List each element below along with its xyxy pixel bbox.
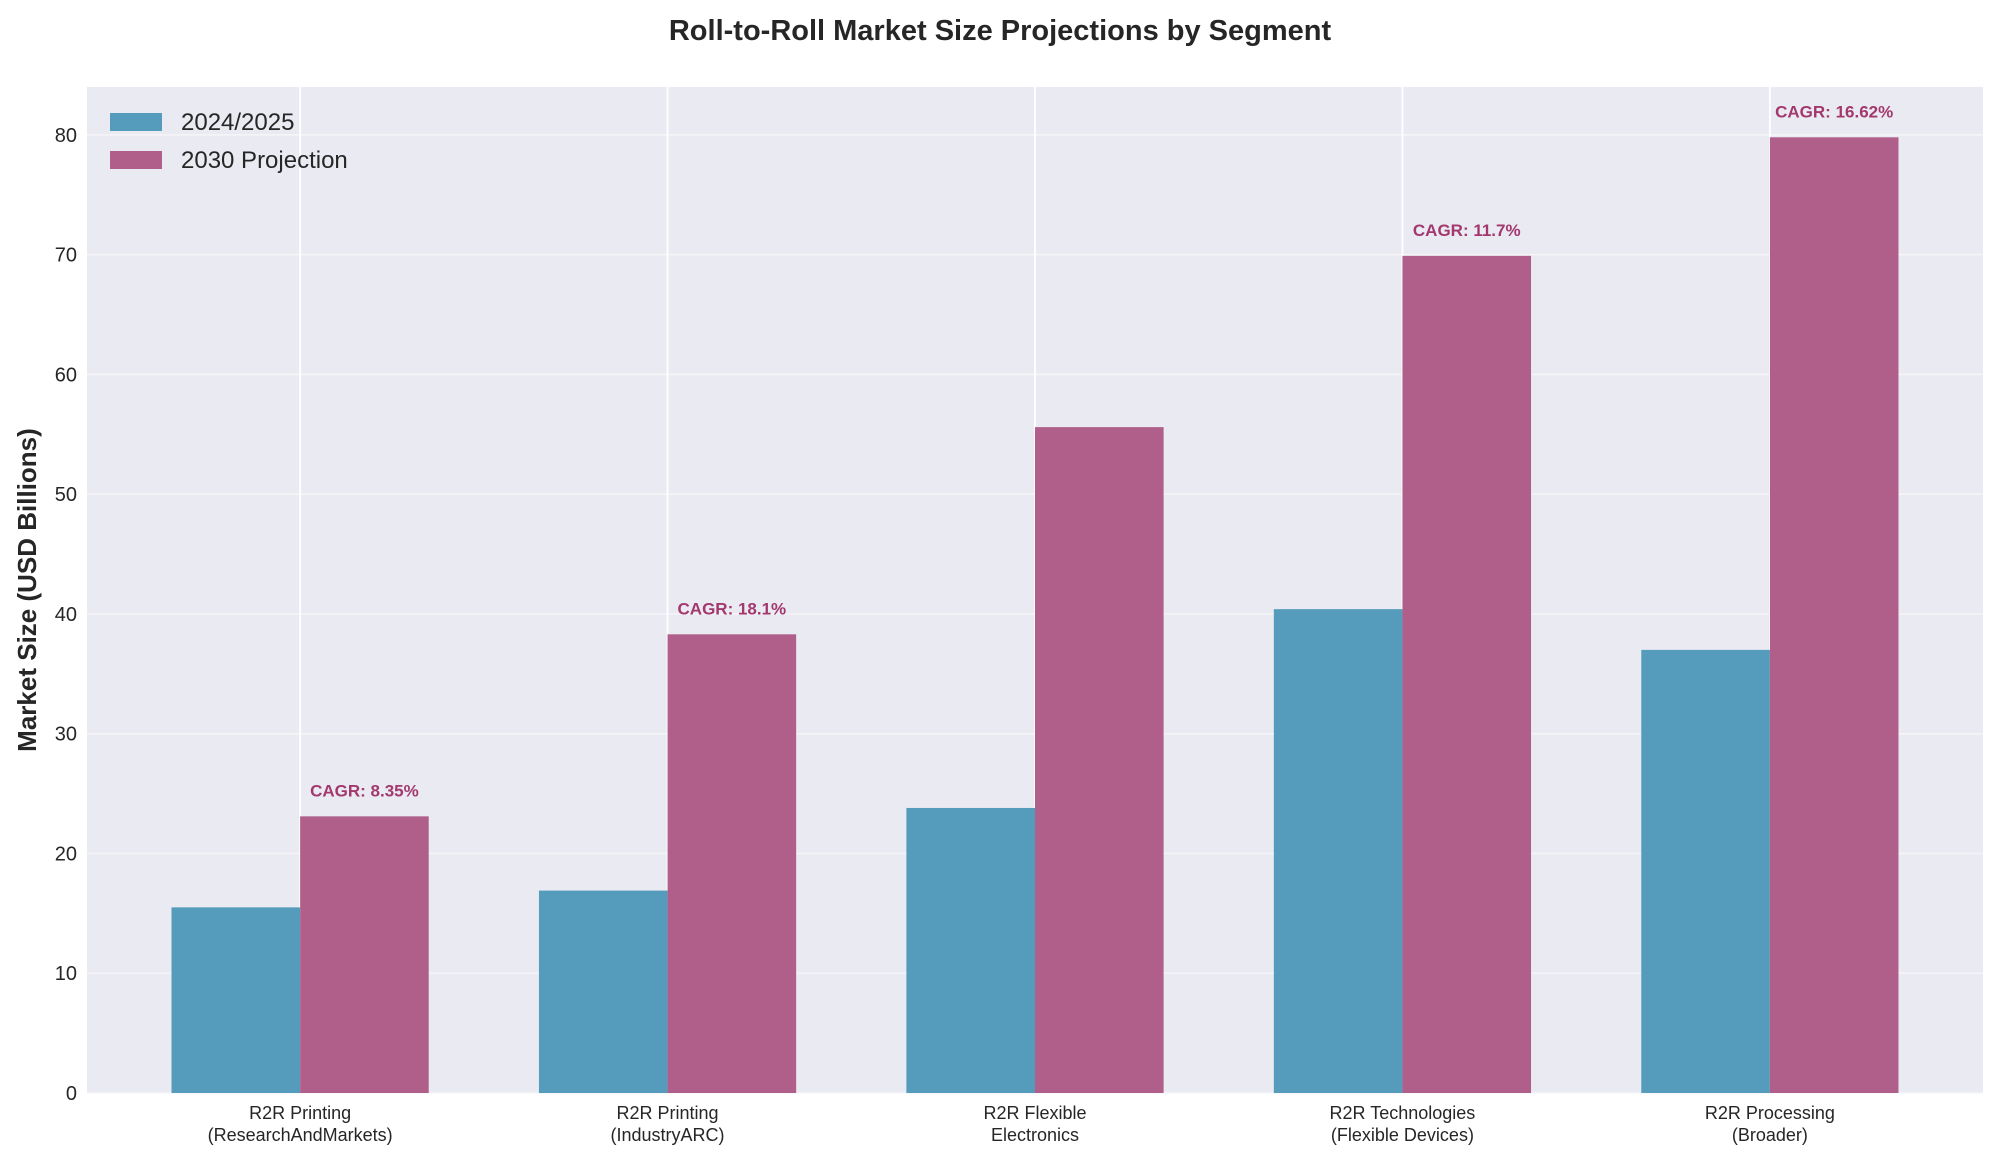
bar-2030-projection xyxy=(1402,255,1532,1094)
x-tick-label: R2R Flexible Electronics xyxy=(983,1103,1086,1145)
y-tick-label: 10 xyxy=(55,963,77,985)
cagr-annotation: CAGR: 8.35% xyxy=(310,781,419,800)
bar-2024-2025 xyxy=(1273,609,1403,1093)
cagr-annotation: CAGR: 16.62% xyxy=(1775,102,1893,121)
y-tick-label: 40 xyxy=(55,604,77,626)
bar-2024-2025 xyxy=(906,807,1035,1093)
legend-label: 2024/2025 xyxy=(181,109,294,136)
x-tick-label: R2R Printing (IndustryARC) xyxy=(611,1103,725,1145)
y-tick-label: 30 xyxy=(55,724,77,746)
bar-2030-projection xyxy=(1769,137,1899,1094)
bar-2030-projection xyxy=(667,634,797,1093)
x-tick-label-line: R2R Processing xyxy=(1705,1103,1835,1123)
bar-2024-2025 xyxy=(1641,649,1770,1093)
legend-label: 2030 Projection xyxy=(181,147,348,174)
cagr-annotation: CAGR: 18.1% xyxy=(678,599,787,618)
x-tick-label-line: R2R Technologies xyxy=(1330,1103,1476,1123)
bar-2030-projection xyxy=(1035,427,1164,1094)
x-tick-label: R2R Processing (Broader) xyxy=(1705,1103,1835,1145)
legend-swatch xyxy=(110,113,162,131)
legend-swatch xyxy=(110,151,162,169)
x-tick-label-line: (Flexible Devices) xyxy=(1331,1125,1474,1145)
bar-2030-projection xyxy=(300,816,429,1093)
y-tick-label: 0 xyxy=(66,1083,77,1105)
y-tick-label: 50 xyxy=(55,484,77,506)
bar-2024-2025 xyxy=(171,907,301,1093)
x-tick-label-line: R2R Printing xyxy=(249,1103,351,1123)
chart-title: Roll-to-Roll Market Size Projections by … xyxy=(669,15,1332,47)
x-tick-label: R2R Technologies (Flexible Devices) xyxy=(1330,1103,1476,1145)
legend: 2024/2025 2030 Projection xyxy=(110,109,348,174)
x-tick-label-line: (Broader) xyxy=(1732,1125,1808,1145)
y-tick-label: 20 xyxy=(55,843,77,865)
x-tick-label-line: Electronics xyxy=(991,1125,1079,1145)
x-tick-label-line: (ResearchAndMarkets) xyxy=(208,1125,393,1145)
y-axis-label: Market Size (USD Billions) xyxy=(12,428,42,752)
y-tick-label: 80 xyxy=(55,125,77,147)
y-tick-label: 70 xyxy=(55,245,77,267)
y-tick-label: 60 xyxy=(55,364,77,386)
x-tick-label-line: R2R Printing xyxy=(617,1103,719,1123)
x-tick-label-line: R2R Flexible xyxy=(983,1103,1086,1123)
x-tick-label: R2R Printing (ResearchAndMarkets) xyxy=(208,1103,393,1145)
bar-2024-2025 xyxy=(538,890,668,1093)
cagr-annotation: CAGR: 11.7% xyxy=(1413,221,1521,240)
x-tick-label-line: (IndustryARC) xyxy=(611,1125,725,1145)
